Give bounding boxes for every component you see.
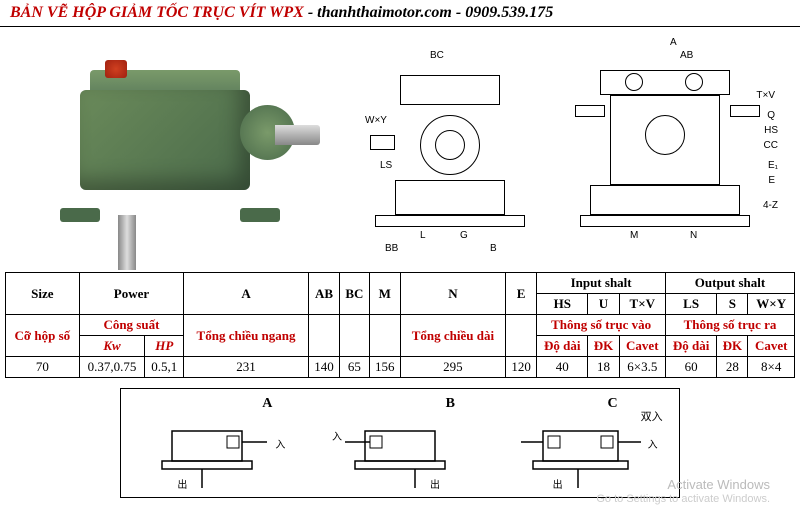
cfg-c-in: 入 [648, 436, 658, 451]
d-wy: 8×4 [748, 357, 795, 378]
th-a: A [184, 273, 309, 315]
d-bc: 65 [340, 357, 370, 378]
config-c: C 双入 入 出 [503, 396, 663, 491]
config-c-label: C [608, 396, 618, 412]
lbl-output: Thông số trục ra [666, 315, 795, 336]
dim-ls: LS [380, 160, 392, 171]
technical-drawing: BC W×Y LS L G BB B A AB T×V [370, 35, 770, 265]
th-u: U [588, 294, 619, 315]
dim-e1: E₁ [768, 160, 778, 171]
header-title: BẢN VẼ HỘP GIẢM TỐC TRỤC VÍT WPX [10, 4, 304, 21]
dim-hs: HS [764, 125, 778, 136]
th-s: S [717, 294, 748, 315]
th-bc: BC [340, 273, 370, 315]
th-output: Output shalt [666, 273, 795, 294]
th-tv: T×V [619, 294, 665, 315]
lbl-out-len: Độ dài [666, 336, 717, 357]
lbl-kw: Kw [79, 336, 145, 357]
table-header-row1: Size Power A AB BC M N E Input shalt Out… [6, 273, 795, 294]
d-size: 70 [6, 357, 80, 378]
lbl-a: Tổng chiều ngang [184, 315, 309, 357]
d-ab: 140 [308, 357, 339, 378]
lbl-input: Thông số trục vào [537, 315, 666, 336]
config-a: A 入 出 [137, 396, 297, 491]
dim-a: A [670, 37, 677, 48]
config-b-label: B [446, 396, 455, 412]
dim-tv: T×V [756, 90, 775, 101]
cfg-a-out: 出 [177, 476, 187, 491]
d-e: 120 [505, 357, 536, 378]
cfg-b-out: 出 [430, 476, 440, 491]
dim-q: Q [767, 110, 775, 121]
dim-wy: W×Y [365, 115, 387, 126]
header-bar: BẢN VẼ HỘP GIẢM TỐC TRỤC VÍT WPX - thanh… [0, 0, 800, 27]
lbl-n: Tổng chiều dài [400, 315, 505, 357]
images-area: BC W×Y LS L G BB B A AB T×V [0, 27, 800, 272]
lbl-in-cav: Cavet [619, 336, 665, 357]
lbl-in-dk: ĐK [588, 336, 619, 357]
th-size: Size [6, 273, 80, 315]
spec-table: Size Power A AB BC M N E Input shalt Out… [5, 272, 795, 378]
header-url: thanhthaimotor.com [317, 4, 452, 21]
dim-n: N [690, 230, 697, 241]
config-c-icon [503, 396, 663, 491]
d-hp: 0.5,1 [145, 357, 184, 378]
dim-m: M [630, 230, 638, 241]
cfg-c-sub: 双入 [641, 408, 663, 424]
th-m: M [369, 273, 400, 315]
th-ab: AB [308, 273, 339, 315]
dim-cc: CC [764, 140, 778, 151]
lbl-out-cav: Cavet [748, 336, 795, 357]
cfg-b-in: 入 [332, 428, 342, 443]
config-b-icon [320, 396, 480, 491]
d-tv: 6×3.5 [619, 357, 665, 378]
lbl-in-len: Độ dài [537, 336, 588, 357]
dim-b: B [490, 243, 497, 254]
cfg-a-in: 入 [275, 436, 285, 451]
th-ls: LS [666, 294, 717, 315]
dim-l: L [420, 230, 426, 241]
table-red-row1: Cỡ hộp số Công suất Tổng chiều ngang Tổn… [6, 315, 795, 336]
header-sep2: - [456, 4, 465, 21]
table-data-row: 70 0.37,0.75 0.5,1 231 140 65 156 295 12… [6, 357, 795, 378]
lbl-hp: HP [145, 336, 184, 357]
dim-bb: BB [385, 243, 398, 254]
d-a: 231 [184, 357, 309, 378]
header-phone: 0909.539.175 [465, 4, 553, 21]
d-kw: 0.37,0.75 [79, 357, 145, 378]
config-a-icon [137, 396, 297, 491]
th-e: E [505, 273, 536, 315]
header-sep1: - [308, 4, 317, 21]
config-diagrams: A 入 出 B 入 出 C 双入 [120, 388, 680, 498]
dim-ab: AB [680, 50, 693, 61]
th-input: Input shalt [537, 273, 666, 294]
config-a-label: A [262, 396, 272, 412]
dim-bc: BC [430, 50, 444, 61]
dim-g: G [460, 230, 468, 241]
gearbox-illustration [60, 60, 300, 240]
cfg-c-out: 出 [553, 476, 563, 491]
dim-4z: 4-Z [763, 200, 778, 211]
th-n: N [400, 273, 505, 315]
config-b: B 入 出 [320, 396, 480, 491]
d-hs: 40 [537, 357, 588, 378]
d-ls: 60 [666, 357, 717, 378]
dim-e: E [768, 175, 775, 186]
windows-watermark-sub: Go to Settings to activate Windows. [596, 493, 770, 505]
d-u: 18 [588, 357, 619, 378]
th-power: Power [79, 273, 183, 315]
d-m: 156 [369, 357, 400, 378]
th-wy: W×Y [748, 294, 795, 315]
lbl-out-dk: ĐK [717, 336, 748, 357]
d-s: 28 [717, 357, 748, 378]
product-photo [10, 35, 350, 265]
th-hs: HS [537, 294, 588, 315]
lbl-power: Công suất [79, 315, 183, 336]
d-n: 295 [400, 357, 505, 378]
lbl-size: Cỡ hộp số [6, 315, 80, 357]
windows-watermark: Activate Windows [667, 477, 770, 492]
